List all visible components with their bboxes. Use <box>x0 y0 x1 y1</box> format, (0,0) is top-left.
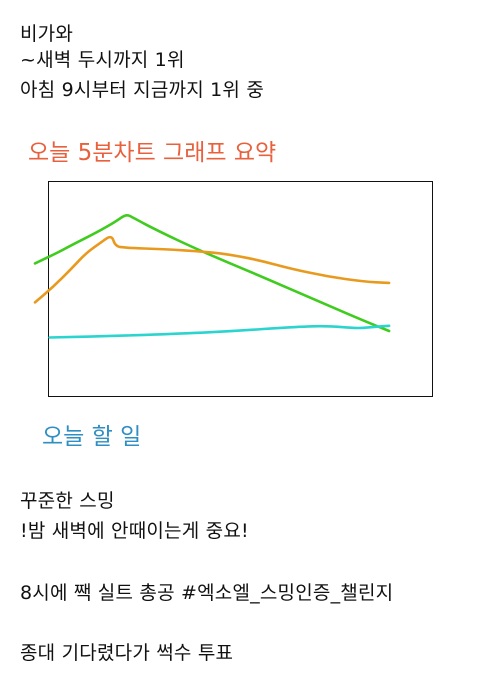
todo-line-4: 종대 기다렸다가 썩수 투표 <box>20 642 234 664</box>
todo-section-title: 오늘 할 일 <box>42 424 142 450</box>
todo-line-2: !밤 새벽에 안때이는게 중요! <box>20 520 249 542</box>
chart-section-title: 오늘 5분차트 그래프 요약 <box>28 140 277 166</box>
series-line-3 <box>48 324 391 339</box>
chart-frame <box>48 181 433 397</box>
intro-line-3: 아침 9시부터 지금까지 1위 중 <box>20 79 265 101</box>
chart-lines <box>33 214 391 339</box>
intro-line-1: 비가와 <box>20 23 74 45</box>
series-line-1 <box>33 214 391 333</box>
intro-line-2: ~새벽 두시까지 1위 <box>20 49 185 71</box>
series-line-2 <box>33 235 391 304</box>
todo-line-3: 8시에 짹 실트 총공 #엑소엘_스밍인증_챌린지 <box>20 582 394 604</box>
todo-line-1: 꾸준한 스밍 <box>20 490 115 512</box>
